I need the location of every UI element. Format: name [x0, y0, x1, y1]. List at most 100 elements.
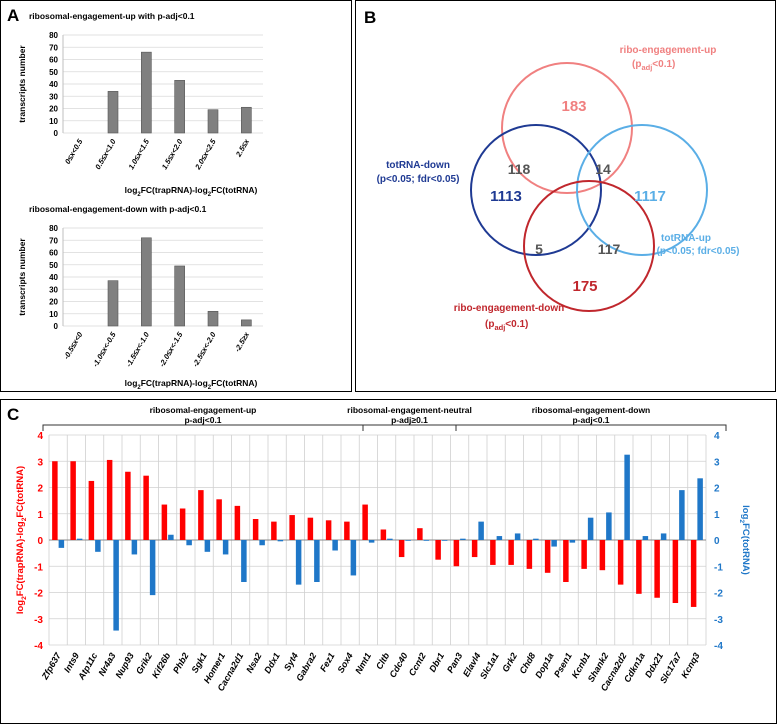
bar-engagement: [508, 540, 514, 565]
bar-totrna: [570, 540, 576, 543]
y-tick-label-right: 3: [714, 457, 720, 468]
bar-engagement: [216, 499, 222, 540]
count-up-only: 183: [561, 98, 586, 115]
bar-totrna: [551, 540, 557, 547]
bar-engagement: [162, 505, 168, 540]
label-ribo-up: ribo-engagement-up: [620, 45, 717, 56]
y-tick-label-left: -2: [34, 589, 43, 600]
bar-engagement: [545, 540, 551, 573]
bar-engagement: [417, 528, 423, 540]
chart-engagement-up: ribosomal-engagement-up with p-adj<0.1 0 1…: [17, 11, 263, 198]
bar-engagement: [107, 460, 113, 540]
bar: [241, 107, 251, 133]
bar-engagement: [344, 522, 350, 540]
gene-label: Fez1: [318, 651, 337, 673]
bar-engagement: [89, 481, 95, 540]
panel-a: A ribosomal-engagement-up with p-adj<0.1…: [0, 0, 352, 392]
x-axis-label: log2FC(trapRNA)-log2FC(totRNA): [125, 378, 258, 391]
bar-engagement: [618, 540, 624, 585]
y-tick-label: 60: [49, 249, 58, 258]
bar-totrna: [442, 540, 448, 541]
bar-engagement: [198, 490, 204, 540]
group-label: ribosomal-engagement-down: [532, 405, 651, 415]
y-tick-label-left: -3: [34, 615, 43, 626]
y-tick-label: 40: [49, 273, 58, 282]
bar-totrna: [351, 540, 357, 575]
gene-label: Cdc40: [387, 651, 409, 679]
gene-label: Grk2: [500, 651, 519, 674]
gene-label: Zfp637: [39, 650, 63, 682]
bar-totrna: [168, 535, 174, 540]
label-ribo-down-sub: (padj<0.1): [485, 319, 528, 332]
x-axis-label: log2FC(trapRNA)-log2FC(totRNA): [125, 185, 258, 198]
bar-totrna: [424, 540, 430, 541]
label-totrna-down-sub: (p<0.05; fdr<0.05): [377, 174, 460, 185]
label-ribo-down: ribo-engagement-down: [454, 303, 565, 314]
gene-label: Syt4: [282, 651, 300, 672]
bar-totrna: [369, 540, 375, 543]
y-tick-label-left: 2: [37, 484, 43, 495]
bar-totrna: [387, 539, 393, 540]
y-tick-label: 80: [49, 31, 58, 40]
bar-totrna: [186, 540, 192, 545]
bar-totrna: [643, 536, 649, 540]
y-axis-label-right: log2FC(totRNA): [738, 505, 751, 575]
label-ribo-up-sub: (padj<0.1): [632, 59, 675, 72]
bar-totrna: [661, 533, 667, 540]
y-tick-label: 50: [49, 68, 58, 77]
bar: [108, 91, 118, 133]
bar-engagement: [490, 540, 496, 565]
bar-totrna: [113, 540, 119, 631]
panel-a-charts: A ribosomal-engagement-up with p-adj<0.1…: [1, 1, 351, 391]
y-tick-label-right: -2: [714, 589, 723, 600]
gene-label: Sox4: [335, 651, 354, 675]
bar-engagement: [70, 461, 76, 540]
group-sublabel: p-adj≥0.1: [391, 415, 428, 425]
gene-label: Kif26b: [150, 651, 173, 680]
chart-title: ribosomal-engagement-up with p-adj<0.1: [29, 11, 195, 21]
y-tick-label-left: 0: [37, 536, 43, 547]
group-sublabel: p-adj<0.1: [184, 415, 221, 425]
bar: [241, 320, 251, 326]
venn-diagram: 183 1113 1117 175 118 14 5 117 ribo-engagement-u…: [377, 45, 740, 332]
y-tick-label: 70: [49, 43, 58, 52]
count-totup-only: 1117: [634, 188, 666, 205]
bar-totrna: [241, 540, 247, 582]
bar-engagement: [563, 540, 569, 582]
group-sublabel: p-adj<0.1: [572, 415, 609, 425]
count-up-totup: 14: [595, 161, 611, 177]
group-bracket: [363, 425, 456, 431]
x-tick-label: 2.0≤x<2.5: [193, 137, 218, 172]
x-tick-label: 0.5≤x<1.0: [93, 137, 118, 171]
y-tick-label: 30: [49, 92, 58, 101]
bar-engagement: [381, 530, 387, 541]
gene-label: Nmt1: [353, 651, 373, 675]
bar-engagement: [435, 540, 441, 560]
bar-engagement: [125, 472, 131, 540]
panel-b-venn: B 183 1113 1117 175 118 14 5 117 ribo-engagement…: [356, 1, 775, 391]
bar-engagement: [527, 540, 533, 569]
x-tick-label: -2.0≤x<-1.5: [157, 330, 184, 369]
bar-engagement: [673, 540, 679, 603]
bar: [175, 80, 185, 133]
bar-totrna: [296, 540, 302, 585]
panel-c: C -4 -4 -3 -3 -2 -2 -1 -1 0 0 1 1 2 2 3 3 4 4 ribosomal-en…: [0, 399, 777, 724]
bar-totrna: [223, 540, 229, 554]
y-axis-label: transcripts number: [17, 238, 27, 316]
y-tick-label-left: -4: [34, 641, 43, 652]
group-bracket: [456, 425, 726, 431]
bar-totrna: [278, 540, 284, 541]
chart-title: ribosomal-engagement-down with p-adj<0.1: [29, 204, 207, 214]
bar-engagement: [454, 540, 460, 566]
y-tick-label-right: -3: [714, 615, 723, 626]
count-up-totdown: 118: [508, 161, 531, 177]
y-tick-label: 50: [49, 261, 58, 270]
x-tick-label: 0≤x<0.5: [63, 137, 85, 166]
panel-a-label: A: [7, 6, 19, 25]
y-tick-label: 20: [49, 298, 58, 307]
bar-totrna: [606, 512, 612, 540]
bar-engagement: [399, 540, 405, 557]
y-tick-label: 20: [49, 105, 58, 114]
gene-label: Nup93: [113, 651, 135, 680]
bar-engagement: [636, 540, 642, 594]
